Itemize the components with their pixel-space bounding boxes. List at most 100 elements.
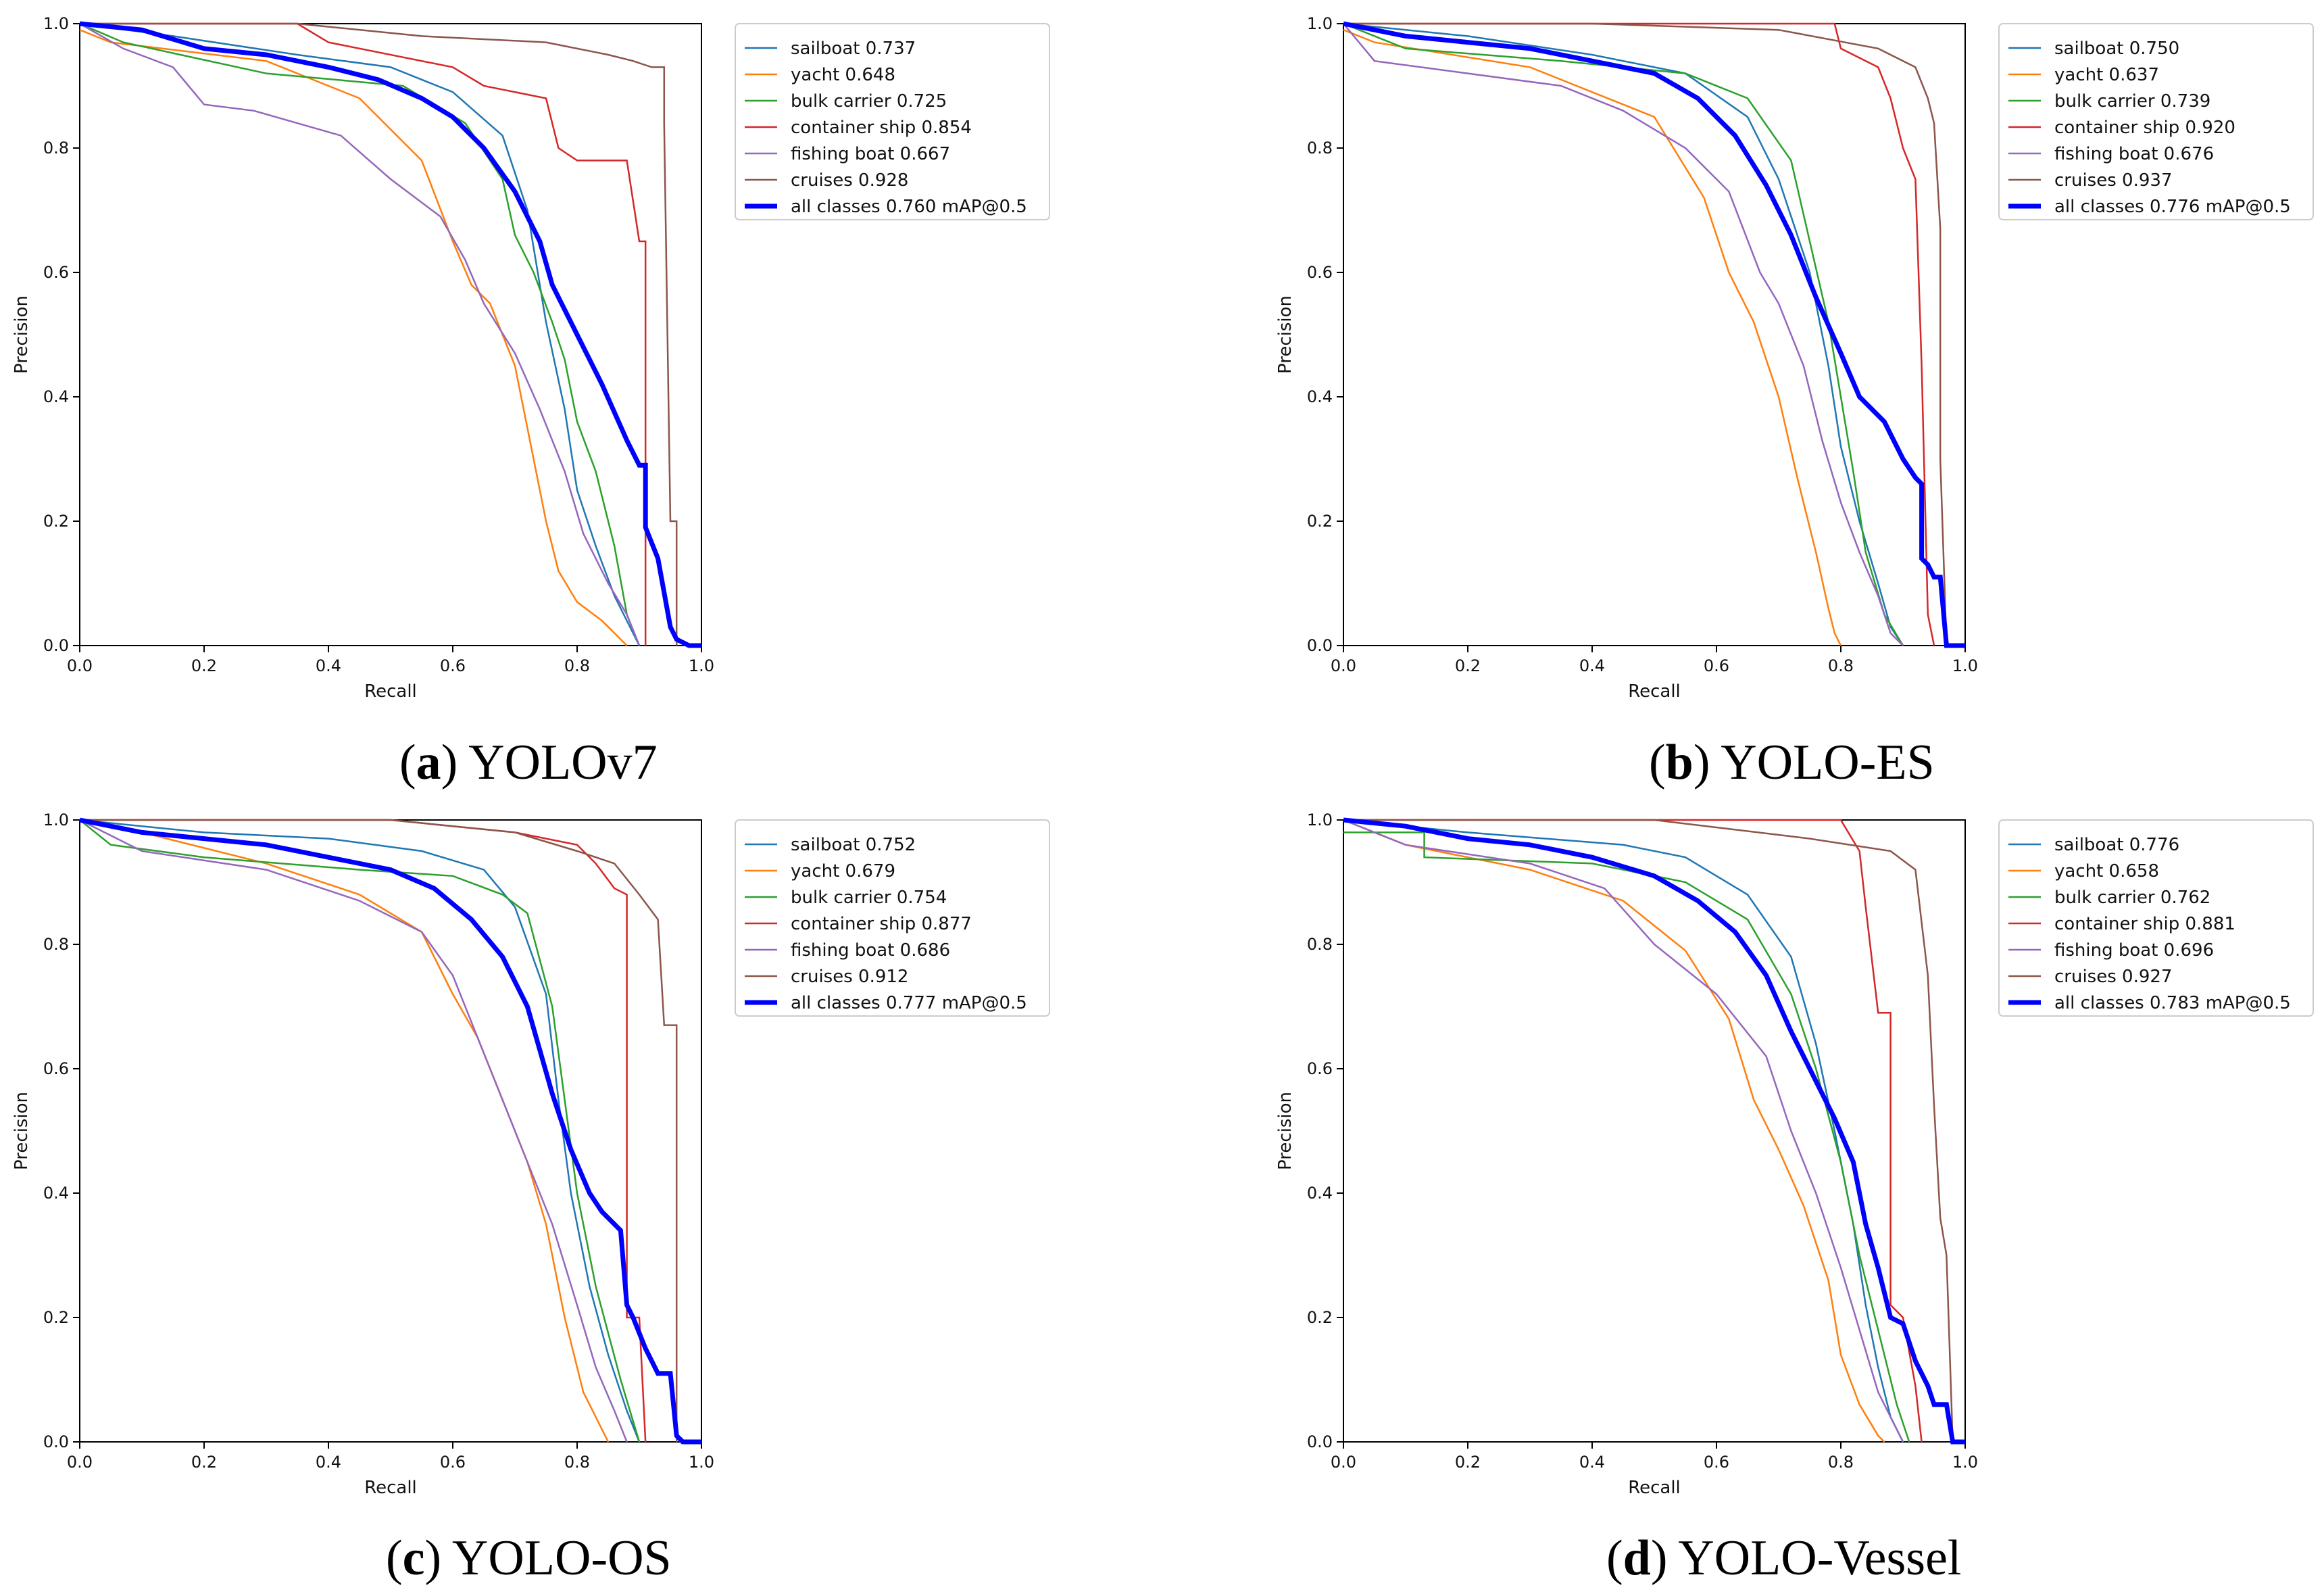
- panel-b-legend: sailboat 0.750 yacht 0.637 bulk carrier 0.…: [1998, 23, 2314, 220]
- panel-a-x-tick-label: 0.4: [316, 656, 341, 675]
- panel-d-y-axis-label: Precision: [1275, 1092, 1295, 1170]
- panel-a-x-tick-label: 0.2: [191, 656, 217, 675]
- panel-d-legend-label-all-classes: all classes 0.783 mAP@0.5: [2054, 993, 2291, 1013]
- panel-b-x-tick-label: 0.6: [1704, 656, 1729, 675]
- panel-b-legend-box: [1998, 23, 2314, 220]
- panel-b-y-axis-label: Precision: [1275, 295, 1295, 374]
- panel-c-legend: sailboat 0.752 yacht 0.679 bulk carrier 0.…: [735, 819, 1050, 1017]
- panel-c-y-tick-label: 0.6: [43, 1059, 69, 1078]
- panel-a-y-tick-label: 0.2: [43, 512, 69, 531]
- panel-b-caption: (b) YOLO-ES: [1649, 735, 1935, 790]
- panel-c-y-tick-label: 0.2: [43, 1308, 69, 1327]
- panel-c-legend-label-yacht: yacht 0.679: [791, 861, 895, 881]
- panel-b: 0.0 0.2 0.4 0.6 0.8 1.0 0.0 0.2 0.4 0.6 0.8 1.0 Reca…: [1275, 14, 2314, 790]
- panel-d-y-tick-label: 0.4: [1307, 1184, 1333, 1203]
- panel-c-legend-label-sailboat: sailboat 0.752: [791, 835, 916, 855]
- panel-d-x-tick-label: 0.2: [1455, 1453, 1481, 1472]
- panel-c-y-axis-label: Precision: [11, 1092, 32, 1170]
- panel-b-caption-letter: b: [1666, 735, 1693, 790]
- panel-a-legend-label-bulk-carrier: bulk carrier 0.725: [791, 91, 947, 112]
- panel-d-x-tick-label: 0.4: [1579, 1453, 1605, 1472]
- panel-b-legend-label-cruises: cruises 0.937: [2054, 170, 2172, 191]
- panel-c-x-tick-label: 0.8: [564, 1453, 590, 1472]
- panel-d-legend-box: [1998, 819, 2314, 1017]
- panel-d-series-cruises: [1343, 819, 1954, 1443]
- panel-d-legend-label-bulk-carrier: bulk carrier 0.762: [2054, 888, 2210, 908]
- panel-d-legend-label-yacht: yacht 0.658: [2054, 861, 2159, 881]
- panel-a-legend-label-fishing-boat: fishing boat 0.667: [791, 144, 950, 164]
- panel-b-y-tick-label: 0.4: [1307, 387, 1333, 406]
- panel-d-series-fishing-boat: [1343, 819, 1904, 1443]
- panel-b-series-yacht: [1343, 29, 1842, 646]
- panel-c-plot-frame: [79, 819, 702, 1443]
- panel-a-series-all-classes: [79, 21, 701, 648]
- panel-b-y-tick-label: 0.2: [1307, 512, 1333, 531]
- panel-d-series-bulk-carrier: [1343, 831, 1910, 1443]
- panel-d-y-tick-label: 0.2: [1307, 1308, 1333, 1327]
- panel-c-legend-label-cruises: cruises 0.912: [791, 967, 908, 987]
- panel-c-series-sailboat: [79, 819, 641, 1443]
- panel-c-series-cruises: [80, 819, 678, 1442]
- panel-c-axes: 0.0 0.2 0.4 0.6 0.8 1.0 0.0 0.2 0.4 0.6 0.8 1.0 Reca…: [11, 811, 714, 1498]
- panel-a-y-tick-label: 0.6: [43, 263, 69, 282]
- panel-d: 0.0 0.2 0.4 0.6 0.8 1.0 0.0 0.2 0.4 0.6 0.8 1.0 Reca…: [1275, 811, 2314, 1586]
- panel-d-series-sailboat: [1343, 819, 1904, 1443]
- panel-d-y-tick-label: 0.6: [1307, 1059, 1333, 1078]
- panel-d-legend-label-container-ship: container ship 0.881: [2054, 914, 2235, 934]
- panel-d-caption: (d) YOLO-Vessel: [1606, 1530, 1961, 1586]
- panel-c-legend-label-container-ship: container ship 0.877: [791, 914, 972, 934]
- panel-d-x-tick-label: 0.0: [1331, 1453, 1356, 1472]
- panel-a-y-tick-label: 1.0: [43, 14, 69, 33]
- panel-d-x-tick-label: 0.8: [1828, 1453, 1854, 1472]
- panel-c-legend-label-fishing-boat: fishing boat 0.686: [791, 940, 950, 961]
- panel-d-series-all-classes: [1343, 817, 1965, 1445]
- panel-a-legend-label-all-classes: all classes 0.760 mAP@0.5: [791, 197, 1027, 217]
- panel-c: 0.0 0.2 0.4 0.6 0.8 1.0 0.0 0.2 0.4 0.6 0.8 1.0 Reca…: [11, 811, 1050, 1586]
- panel-a: 0.0 0.2 0.4 0.6 0.8 1.0 0.0 0.2 0.4 0.6 0.8 1.0 Reca…: [11, 14, 1050, 790]
- panel-a-x-tick-label: 0.6: [440, 656, 466, 675]
- panel-b-series-container-ship: [1343, 22, 1935, 646]
- panel-c-y-tick-label: 0.0: [43, 1432, 69, 1451]
- panel-b-legend-label-container-ship: container ship 0.920: [2054, 118, 2235, 138]
- panel-b-x-axis-label: Recall: [1628, 681, 1681, 702]
- panel-a-caption-model: YOLOv7: [468, 735, 658, 790]
- panel-a-legend-label-cruises: cruises 0.928: [791, 170, 908, 191]
- panel-d-y-tick-label: 1.0: [1307, 811, 1333, 829]
- panel-a-y-tick-label: 0.8: [43, 139, 69, 158]
- panel-d-x-axis-label: Recall: [1628, 1478, 1681, 1498]
- panel-b-axes: 0.0 0.2 0.4 0.6 0.8 1.0 0.0 0.2 0.4 0.6 0.8 1.0 Reca…: [1275, 14, 1978, 702]
- panel-c-x-axis-label: Recall: [364, 1478, 417, 1498]
- panel-b-caption-model: YOLO-ES: [1721, 735, 1935, 790]
- panel-c-caption-letter: c: [403, 1530, 425, 1586]
- panel-a-x-axis-label: Recall: [364, 681, 417, 702]
- panel-b-legend-label-sailboat: sailboat 0.750: [2054, 39, 2179, 59]
- panel-a-y-tick-label: 0.0: [43, 636, 69, 655]
- panel-c-caption-model: YOLO-OS: [452, 1530, 672, 1586]
- panel-a-caption: (a) YOLOv7: [399, 735, 658, 790]
- panel-a-legend-label-container-ship: container ship 0.854: [791, 118, 972, 138]
- panel-a-y-axis-label: Precision: [11, 295, 32, 374]
- panel-c-y-tick-label: 0.8: [43, 935, 69, 954]
- panel-c-y-tick-label: 0.4: [43, 1184, 69, 1203]
- panel-b-legend-label-fishing-boat: fishing boat 0.676: [2054, 144, 2214, 164]
- panel-a-x-tick-label: 0.0: [67, 656, 93, 675]
- panel-b-x-tick-label: 0.0: [1331, 656, 1356, 675]
- panel-b-x-tick-label: 0.8: [1828, 656, 1854, 675]
- panel-a-caption-letter: a: [416, 735, 441, 790]
- panel-c-series-bulk-carrier: [79, 819, 641, 1443]
- panel-b-series-sailboat: [1343, 22, 1904, 646]
- panel-a-legend-label-sailboat: sailboat 0.737: [791, 39, 916, 59]
- panel-d-legend-label-cruises: cruises 0.927: [2054, 967, 2172, 987]
- panel-d-legend-label-sailboat: sailboat 0.776: [2054, 835, 2179, 855]
- panel-d-axes: 0.0 0.2 0.4 0.6 0.8 1.0 0.0 0.2 0.4 0.6 0.8 1.0 Reca…: [1275, 811, 1978, 1498]
- panel-b-y-tick-label: 1.0: [1307, 14, 1333, 33]
- panel-d-legend-label-fishing-boat: fishing boat 0.696: [2054, 940, 2214, 961]
- panel-b-legend-label-yacht: yacht 0.637: [2054, 65, 2159, 85]
- panel-a-series-container-ship: [80, 22, 647, 646]
- panel-b-legend-label-all-classes: all classes 0.776 mAP@0.5: [2054, 197, 2291, 217]
- panel-a-x-tick-label: 0.8: [564, 656, 590, 675]
- panel-a-legend-label-yacht: yacht 0.648: [791, 65, 895, 85]
- panel-c-legend-label-bulk-carrier: bulk carrier 0.754: [791, 888, 947, 908]
- panel-c-x-tick-label: 0.2: [191, 1453, 217, 1472]
